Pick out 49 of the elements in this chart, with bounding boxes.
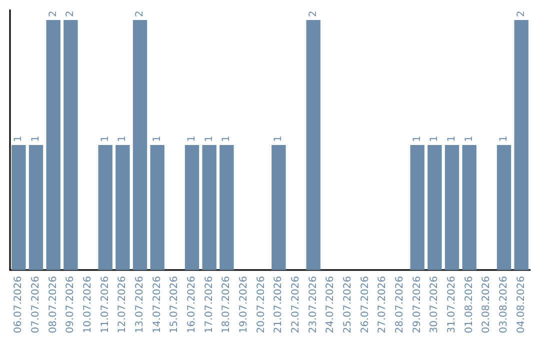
- x-tick-label: 21.07.2026: [273, 276, 284, 334]
- x-tick-label: 30.07.2026: [429, 276, 440, 334]
- data-label: 1: [273, 136, 284, 142]
- x-tick-label: 15.07.2026: [169, 276, 180, 334]
- data-label: 1: [13, 136, 24, 142]
- x-tick-label: 01.08.2026: [464, 276, 475, 334]
- x-tick-label: 24.07.2026: [325, 276, 336, 334]
- x-tick-label: 17.07.2026: [204, 276, 215, 334]
- data-label: 1: [100, 136, 111, 142]
- x-tick-label: 08.07.2026: [48, 276, 59, 334]
- x-tick-label: 26.07.2026: [360, 276, 371, 334]
- data-label: 1: [30, 136, 42, 142]
- data-label: 1: [464, 136, 475, 142]
- x-tick-label: 14.07.2026: [152, 276, 163, 334]
- data-label: 1: [221, 136, 232, 142]
- x-tick-label: 10.07.2026: [82, 276, 94, 334]
- data-label: 1: [152, 136, 163, 142]
- data-label: 1: [446, 136, 458, 142]
- x-tick-label: 16.07.2026: [186, 276, 198, 334]
- x-tick-label: 31.07.2026: [446, 276, 458, 334]
- data-label: 1: [204, 136, 215, 142]
- data-label: 2: [48, 10, 59, 17]
- x-tick-label: 06.07.2026: [13, 276, 24, 334]
- x-tick-label: 20.07.2026: [256, 276, 267, 334]
- x-tick-label: 23.07.2026: [308, 276, 319, 334]
- x-tick-label: 04.08.2026: [516, 276, 527, 334]
- x-tick-label: 25.07.2026: [342, 276, 354, 334]
- data-label: 1: [186, 136, 198, 142]
- data-label: 1: [117, 136, 128, 142]
- data-label: 2: [65, 10, 76, 17]
- x-tick-label: 27.07.2026: [377, 276, 388, 334]
- data-label: 1: [498, 136, 510, 142]
- x-tick-label: 18.07.2026: [221, 276, 232, 334]
- x-tick-label: 12.07.2026: [117, 276, 128, 334]
- x-tick-label: 29.07.2026: [412, 276, 423, 334]
- data-label: 1: [429, 136, 440, 142]
- x-tick-label: 22.07.2026: [290, 276, 302, 334]
- x-tick-label: 28.07.2026: [394, 276, 406, 334]
- x-tick-label: 02.08.2026: [481, 276, 492, 334]
- x-tick-label: 03.08.2026: [498, 276, 510, 334]
- data-label: 2: [308, 10, 319, 17]
- x-tick-label: 13.07.2026: [134, 276, 146, 334]
- x-tick-label: 19.07.2026: [238, 276, 250, 334]
- data-label: 2: [134, 10, 146, 17]
- data-label: 2: [516, 10, 527, 17]
- x-tick-label: 07.07.2026: [30, 276, 42, 334]
- x-tick-label: 11.07.2026: [100, 276, 111, 334]
- x-tick-label: 09.07.2026: [65, 276, 76, 334]
- data-label: 1: [412, 136, 423, 142]
